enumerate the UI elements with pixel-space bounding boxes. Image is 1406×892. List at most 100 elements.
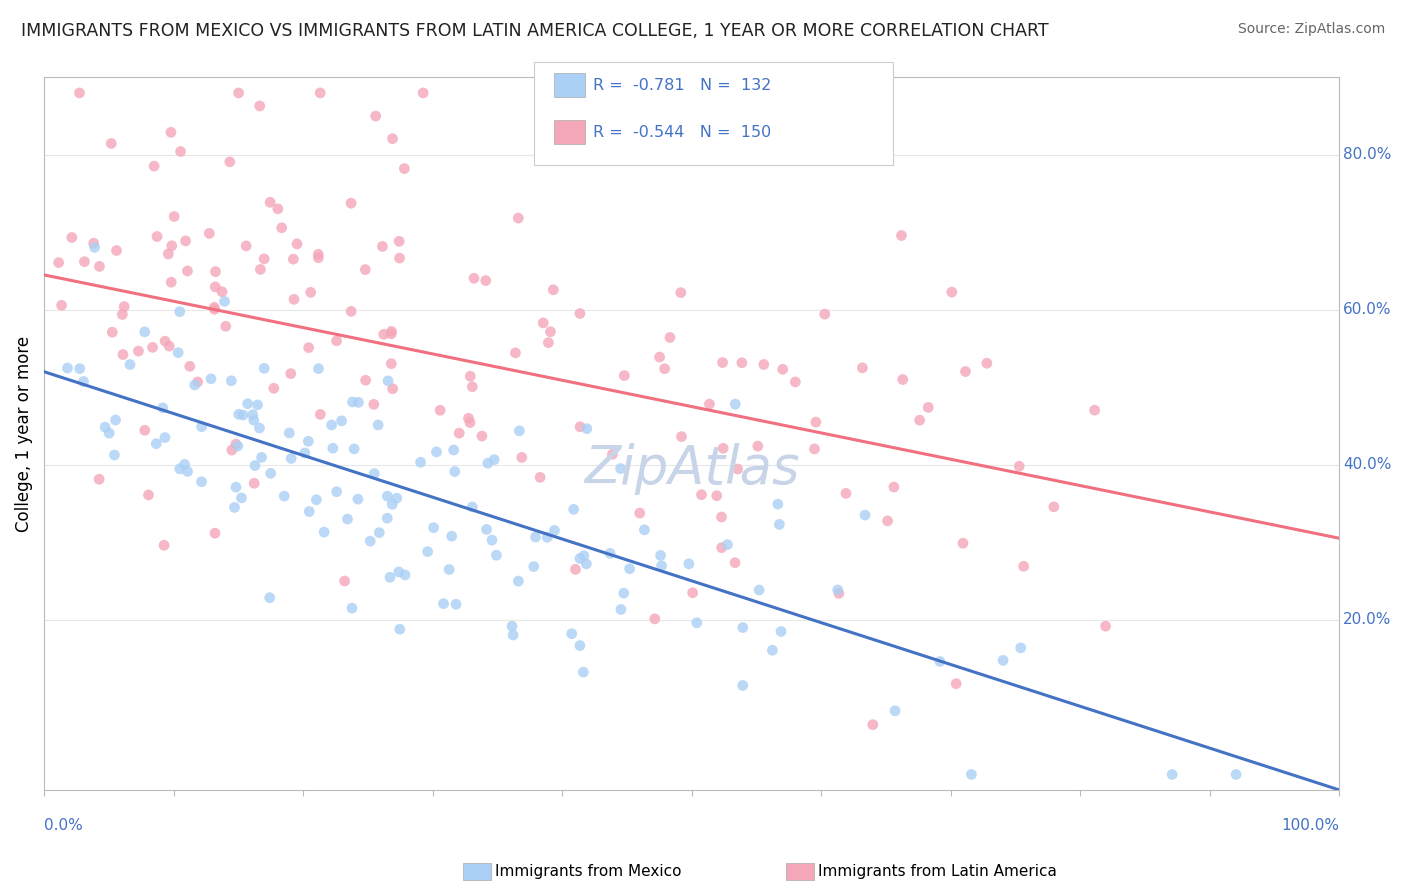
Point	[444, 597, 467, 611]
Point	[145, 436, 167, 450]
Point	[1161, 767, 1184, 781]
Point	[458, 369, 481, 384]
Point	[524, 530, 547, 544]
Point	[249, 262, 271, 277]
Point	[333, 574, 356, 588]
Point	[101, 325, 124, 339]
Point	[363, 467, 385, 481]
Point	[89, 260, 111, 274]
Point	[253, 361, 276, 376]
Point	[342, 395, 364, 409]
Point	[224, 500, 246, 515]
Y-axis label: College, 1 year or more: College, 1 year or more	[15, 335, 32, 532]
Point	[659, 330, 682, 344]
Point	[375, 511, 398, 525]
Point	[280, 367, 302, 381]
Point	[51, 298, 73, 312]
Point	[211, 285, 233, 299]
Point	[215, 319, 238, 334]
Point	[952, 536, 974, 550]
Point	[443, 465, 465, 479]
Point	[690, 488, 713, 502]
Point	[340, 196, 363, 211]
Point	[143, 159, 166, 173]
Point	[232, 408, 254, 422]
Point	[575, 557, 598, 571]
Point	[48, 255, 70, 269]
Point	[1043, 500, 1066, 514]
Point	[204, 302, 226, 317]
Point	[716, 538, 738, 552]
Point	[651, 558, 673, 573]
Point	[505, 346, 527, 360]
Point	[221, 443, 243, 458]
Point	[127, 344, 149, 359]
Point	[259, 591, 281, 605]
Point	[152, 401, 174, 415]
Point	[142, 340, 165, 354]
Point	[321, 417, 343, 432]
Point	[243, 458, 266, 473]
Point	[381, 497, 404, 511]
Point	[380, 326, 402, 341]
Point	[523, 559, 546, 574]
Point	[862, 717, 884, 731]
Point	[160, 125, 183, 139]
Point	[267, 202, 290, 216]
Point	[373, 327, 395, 342]
Text: IMMIGRANTS FROM MEXICO VS IMMIGRANTS FROM LATIN AMERICA COLLEGE, 1 YEAR OR MORE : IMMIGRANTS FROM MEXICO VS IMMIGRANTS FRO…	[21, 22, 1049, 40]
Point	[440, 529, 463, 543]
Point	[231, 491, 253, 505]
Point	[941, 285, 963, 299]
Point	[378, 570, 401, 584]
Point	[176, 264, 198, 278]
Point	[69, 361, 91, 376]
Point	[221, 374, 243, 388]
Point	[804, 415, 827, 429]
Point	[471, 429, 494, 443]
Point	[263, 381, 285, 395]
Point	[179, 359, 201, 374]
Point	[917, 401, 939, 415]
Point	[537, 335, 560, 350]
Point	[380, 357, 402, 371]
Point	[169, 462, 191, 476]
Point	[463, 271, 485, 285]
Text: Source: ZipAtlas.com: Source: ZipAtlas.com	[1237, 22, 1385, 37]
Point	[134, 325, 156, 339]
Point	[309, 86, 332, 100]
Point	[298, 341, 321, 355]
Point	[543, 283, 565, 297]
Point	[157, 247, 180, 261]
Point	[359, 534, 381, 549]
Point	[388, 235, 411, 249]
Text: 60.0%: 60.0%	[1343, 302, 1392, 318]
Point	[724, 397, 747, 411]
Point	[633, 523, 655, 537]
Point	[457, 411, 479, 425]
Point	[153, 334, 176, 348]
Point	[945, 676, 967, 690]
Point	[654, 361, 676, 376]
Point	[960, 767, 983, 781]
Point	[686, 615, 709, 630]
Point	[354, 373, 377, 387]
Point	[190, 419, 212, 434]
Point	[270, 220, 292, 235]
Point	[752, 358, 775, 372]
Point	[908, 413, 931, 427]
Point	[599, 546, 621, 560]
Point	[613, 368, 636, 383]
Point	[482, 452, 505, 467]
Point	[409, 455, 432, 469]
Point	[190, 475, 212, 489]
Point	[325, 334, 347, 348]
Point	[568, 551, 591, 566]
Point	[380, 325, 402, 339]
Point	[371, 239, 394, 253]
Point	[682, 586, 704, 600]
Point	[610, 602, 633, 616]
Point	[184, 378, 207, 392]
Text: Immigrants from Mexico: Immigrants from Mexico	[495, 864, 682, 879]
Point	[748, 582, 770, 597]
